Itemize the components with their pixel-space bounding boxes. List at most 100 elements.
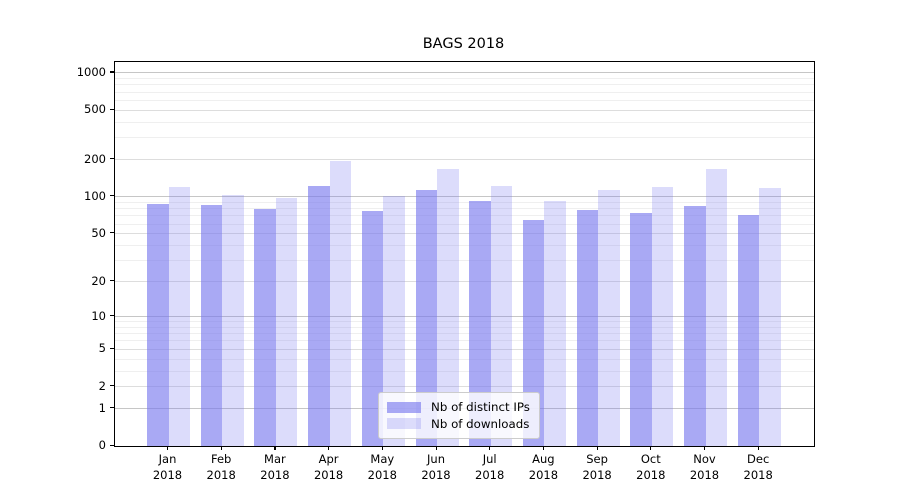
x-tick-label-nov: Nov 2018 [673, 452, 737, 483]
y-tick-1000 [110, 71, 114, 73]
legend-item-nb-of-downloads: Nb of downloads [387, 416, 530, 431]
x-tick-jul [489, 446, 491, 450]
bar-nb-of-distinct-ips-dec [737, 215, 760, 446]
gridline-5 [115, 348, 814, 350]
gridline-10 [115, 316, 814, 318]
bar-nb-of-distinct-ips-may [361, 211, 384, 446]
x-tick-label-year-oct: 2018 [636, 467, 666, 482]
bar-nb-of-downloads-sep [598, 190, 620, 446]
x-tick-label-feb: Feb 2018 [189, 452, 253, 483]
gridline-200 [115, 159, 814, 161]
chart-title: BAGS 2018 [422, 36, 505, 52]
x-tick-label-year-aug: 2018 [528, 467, 559, 482]
x-tick-label-month-jul: Jul [482, 452, 497, 466]
bar-nb-of-downloads-aug [544, 201, 566, 446]
bar-nb-of-downloads-jul [490, 185, 513, 446]
x-tick-label-month-feb: Feb [211, 452, 232, 466]
y-tick-500 [110, 108, 114, 110]
gridline-4 [115, 358, 814, 360]
gridline-700 [115, 91, 814, 93]
bar-nb-of-downloads-feb [222, 195, 244, 446]
gridline-800 [115, 84, 814, 86]
y-tick-label-500: 500 [84, 102, 106, 117]
y-tick-label-5: 5 [98, 341, 106, 356]
x-tick-label-year-jan: 2018 [152, 467, 183, 482]
bars-layer [115, 62, 814, 446]
y-tick-10 [110, 315, 114, 317]
x-tick-label-mar: Mar 2018 [243, 452, 307, 483]
gridline-20 [115, 281, 814, 283]
gridline-40 [115, 244, 814, 246]
y-tick-50 [110, 232, 114, 234]
x-tick-label-month-jun: Jun [427, 452, 445, 466]
legend-swatch-nb-of-downloads [387, 418, 421, 429]
x-tick-label-year-apr: 2018 [313, 467, 344, 482]
y-tick-label-1: 1 [98, 400, 106, 415]
gridline-300 [115, 137, 814, 139]
x-tick-may [381, 446, 383, 450]
x-tick-label-jun: Jun 2018 [404, 452, 468, 483]
legend-label-nb-of-distinct-ips: Nb of distinct IPs [431, 400, 530, 414]
legend-item-nb-of-distinct-ips: Nb of distinct IPs [387, 400, 530, 415]
bar-nb-of-downloads-nov [705, 169, 727, 446]
y-tick-100 [110, 195, 114, 197]
x-tick-label-may: May 2018 [350, 452, 414, 483]
plot-area [114, 61, 815, 447]
bar-nb-of-distinct-ips-apr [308, 186, 330, 446]
x-tick-apr [328, 446, 330, 450]
gridline-90 [115, 201, 814, 203]
gridline-2 [115, 386, 814, 388]
x-tick-label-month-may: May [370, 452, 395, 466]
x-tick-nov [704, 446, 706, 450]
x-tick-sep [596, 446, 598, 450]
bar-nb-of-distinct-ips-sep [576, 210, 599, 446]
gridline-7 [115, 333, 814, 335]
y-tick-label-10: 10 [91, 308, 106, 323]
x-tick-label-year-jul: 2018 [475, 467, 505, 482]
x-tick-label-dec: Dec 2018 [726, 452, 790, 483]
x-tick-label-month-oct: Oct [640, 452, 661, 466]
y-tick-label-20: 20 [91, 273, 106, 288]
gridline-9 [115, 321, 814, 323]
bar-nb-of-distinct-ips-nov [684, 206, 706, 446]
x-tick-label-oct: Oct 2018 [619, 452, 683, 483]
y-tick-0 [110, 444, 114, 446]
x-tick-label-month-nov: Nov [693, 452, 716, 466]
y-tick-label-0: 0 [98, 438, 106, 452]
legend-swatch-nb-of-distinct-ips [387, 401, 421, 413]
y-tick-200 [110, 158, 114, 160]
gridline-500 [115, 109, 814, 111]
x-tick-label-year-nov: 2018 [689, 467, 720, 482]
bar-nb-of-downloads-jun [437, 169, 459, 446]
x-tick-jun [435, 446, 437, 450]
y-tick-20 [110, 280, 114, 282]
x-tick-label-month-aug: Aug [532, 452, 555, 466]
x-tick-label-month-apr: Apr [318, 452, 339, 466]
x-tick-oct [650, 446, 652, 450]
legend: Nb of distinct IPs Nb of downloads [378, 392, 540, 439]
x-tick-label-jul: Jul 2018 [458, 452, 522, 483]
x-tick-label-year-dec: 2018 [743, 467, 773, 482]
y-tick-label-2: 2 [98, 378, 106, 393]
x-tick-label-month-mar: Mar [264, 452, 286, 466]
gridline-30 [115, 260, 814, 262]
x-tick-label-year-feb: 2018 [206, 467, 236, 482]
gridline-8 [115, 326, 814, 328]
bar-nb-of-downloads-may [383, 195, 405, 446]
gridline-50 [115, 233, 814, 235]
y-tick-label-50: 50 [91, 225, 106, 240]
gridline-400 [115, 121, 814, 123]
gridline-6 [115, 340, 814, 342]
bar-nb-of-downloads-apr [329, 161, 352, 446]
x-tick-label-year-mar: 2018 [260, 467, 290, 482]
bar-nb-of-distinct-ips-feb [200, 205, 223, 446]
legend-label-nb-of-downloads: Nb of downloads [431, 416, 530, 431]
y-tick-label-200: 200 [84, 151, 106, 166]
bar-nb-of-downloads-jan [168, 187, 190, 446]
y-tick-label-100: 100 [84, 188, 106, 203]
x-tick-dec [757, 446, 759, 450]
x-tick-aug [542, 446, 545, 450]
gridline-600 [115, 99, 814, 101]
x-tick-label-year-may: 2018 [367, 467, 397, 482]
